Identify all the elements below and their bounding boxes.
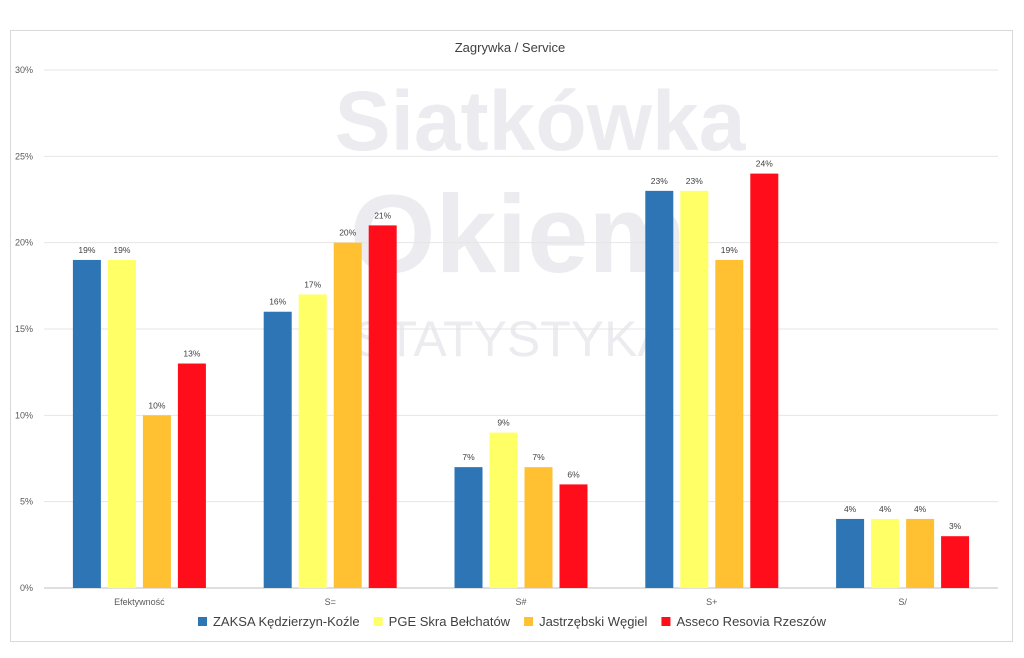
x-category-label: S#	[515, 597, 526, 607]
legend-label: Asseco Resovia Rzeszów	[676, 614, 826, 629]
y-tick-label: 30%	[15, 65, 33, 75]
bar	[333, 242, 362, 588]
legend-label: PGE Skra Bełchatów	[389, 614, 511, 629]
bar	[454, 467, 483, 588]
bar	[750, 173, 779, 588]
data-label: 20%	[339, 228, 356, 238]
bar	[489, 432, 518, 588]
bar	[941, 536, 970, 588]
data-label: 6%	[567, 469, 580, 479]
x-axis-categories: Efektywność S= S# S+ S/	[114, 597, 907, 607]
legend-swatch	[524, 617, 534, 626]
bar	[107, 259, 136, 588]
legend-label: ZAKSA Kędzierzyn-Koźle	[213, 614, 360, 629]
bar	[368, 225, 397, 588]
data-label: 23%	[686, 176, 703, 186]
data-label: 16%	[269, 297, 286, 307]
y-tick-label: 25%	[15, 151, 33, 161]
legend-swatch	[373, 617, 383, 626]
data-label: 23%	[651, 176, 668, 186]
y-tick-label: 20%	[15, 238, 33, 248]
bar	[836, 518, 865, 588]
bar	[263, 311, 292, 588]
data-label: 4%	[879, 504, 892, 514]
watermark-line3: STATYSTYKA	[353, 311, 671, 367]
data-label: 10%	[148, 400, 165, 410]
y-tick-label: 5%	[20, 497, 33, 507]
data-label: 19%	[78, 245, 95, 255]
bar	[177, 363, 206, 588]
y-axis-ticks: 0% 5% 10% 15% 20% 25% 30%	[15, 65, 33, 593]
watermark-line1: Siatkówka	[335, 74, 747, 168]
legend: ZAKSA Kędzierzyn-Koźle PGE Skra Bełchatów…	[197, 614, 827, 629]
y-tick-label: 0%	[20, 583, 33, 593]
bar	[645, 190, 674, 588]
data-label: 24%	[756, 159, 773, 169]
x-category-label: Efektywność	[114, 597, 165, 607]
data-label: 9%	[497, 418, 510, 428]
bar	[524, 467, 553, 588]
legend-label: Jastrzębski Węgiel	[539, 614, 647, 629]
bar	[906, 518, 935, 588]
legend-swatch	[661, 617, 671, 626]
data-label: 19%	[721, 245, 738, 255]
legend-swatch	[197, 617, 207, 626]
data-labels: 19% 19% 10% 13% 16% 17% 20% 21% 7% 9% 7% 6% 23% 23% 19…	[78, 159, 961, 532]
data-label: 4%	[914, 504, 927, 514]
data-label: 4%	[844, 504, 857, 514]
bar	[871, 518, 900, 588]
data-label: 21%	[374, 210, 391, 220]
data-label: 17%	[304, 279, 321, 289]
data-label: 13%	[183, 349, 200, 359]
bar	[559, 484, 588, 588]
bar	[680, 190, 709, 588]
bar	[72, 259, 101, 588]
watermark-line2: Okiem	[350, 173, 686, 296]
x-category-label: S=	[325, 597, 336, 607]
chart-title: Zagrywka / Service	[455, 40, 566, 55]
x-category-label: S+	[706, 597, 717, 607]
data-label: 7%	[532, 452, 545, 462]
x-category-label: S/	[898, 597, 907, 607]
data-label: 19%	[113, 245, 130, 255]
bars	[72, 173, 970, 588]
bar	[715, 259, 744, 588]
watermark: Siatkówka Okiem STATYSTYKA	[335, 74, 747, 367]
y-tick-label: 15%	[15, 324, 33, 334]
data-label: 3%	[949, 521, 962, 531]
data-label: 7%	[462, 452, 475, 462]
y-tick-label: 10%	[15, 410, 33, 420]
bar	[298, 294, 327, 588]
bar	[142, 415, 171, 588]
